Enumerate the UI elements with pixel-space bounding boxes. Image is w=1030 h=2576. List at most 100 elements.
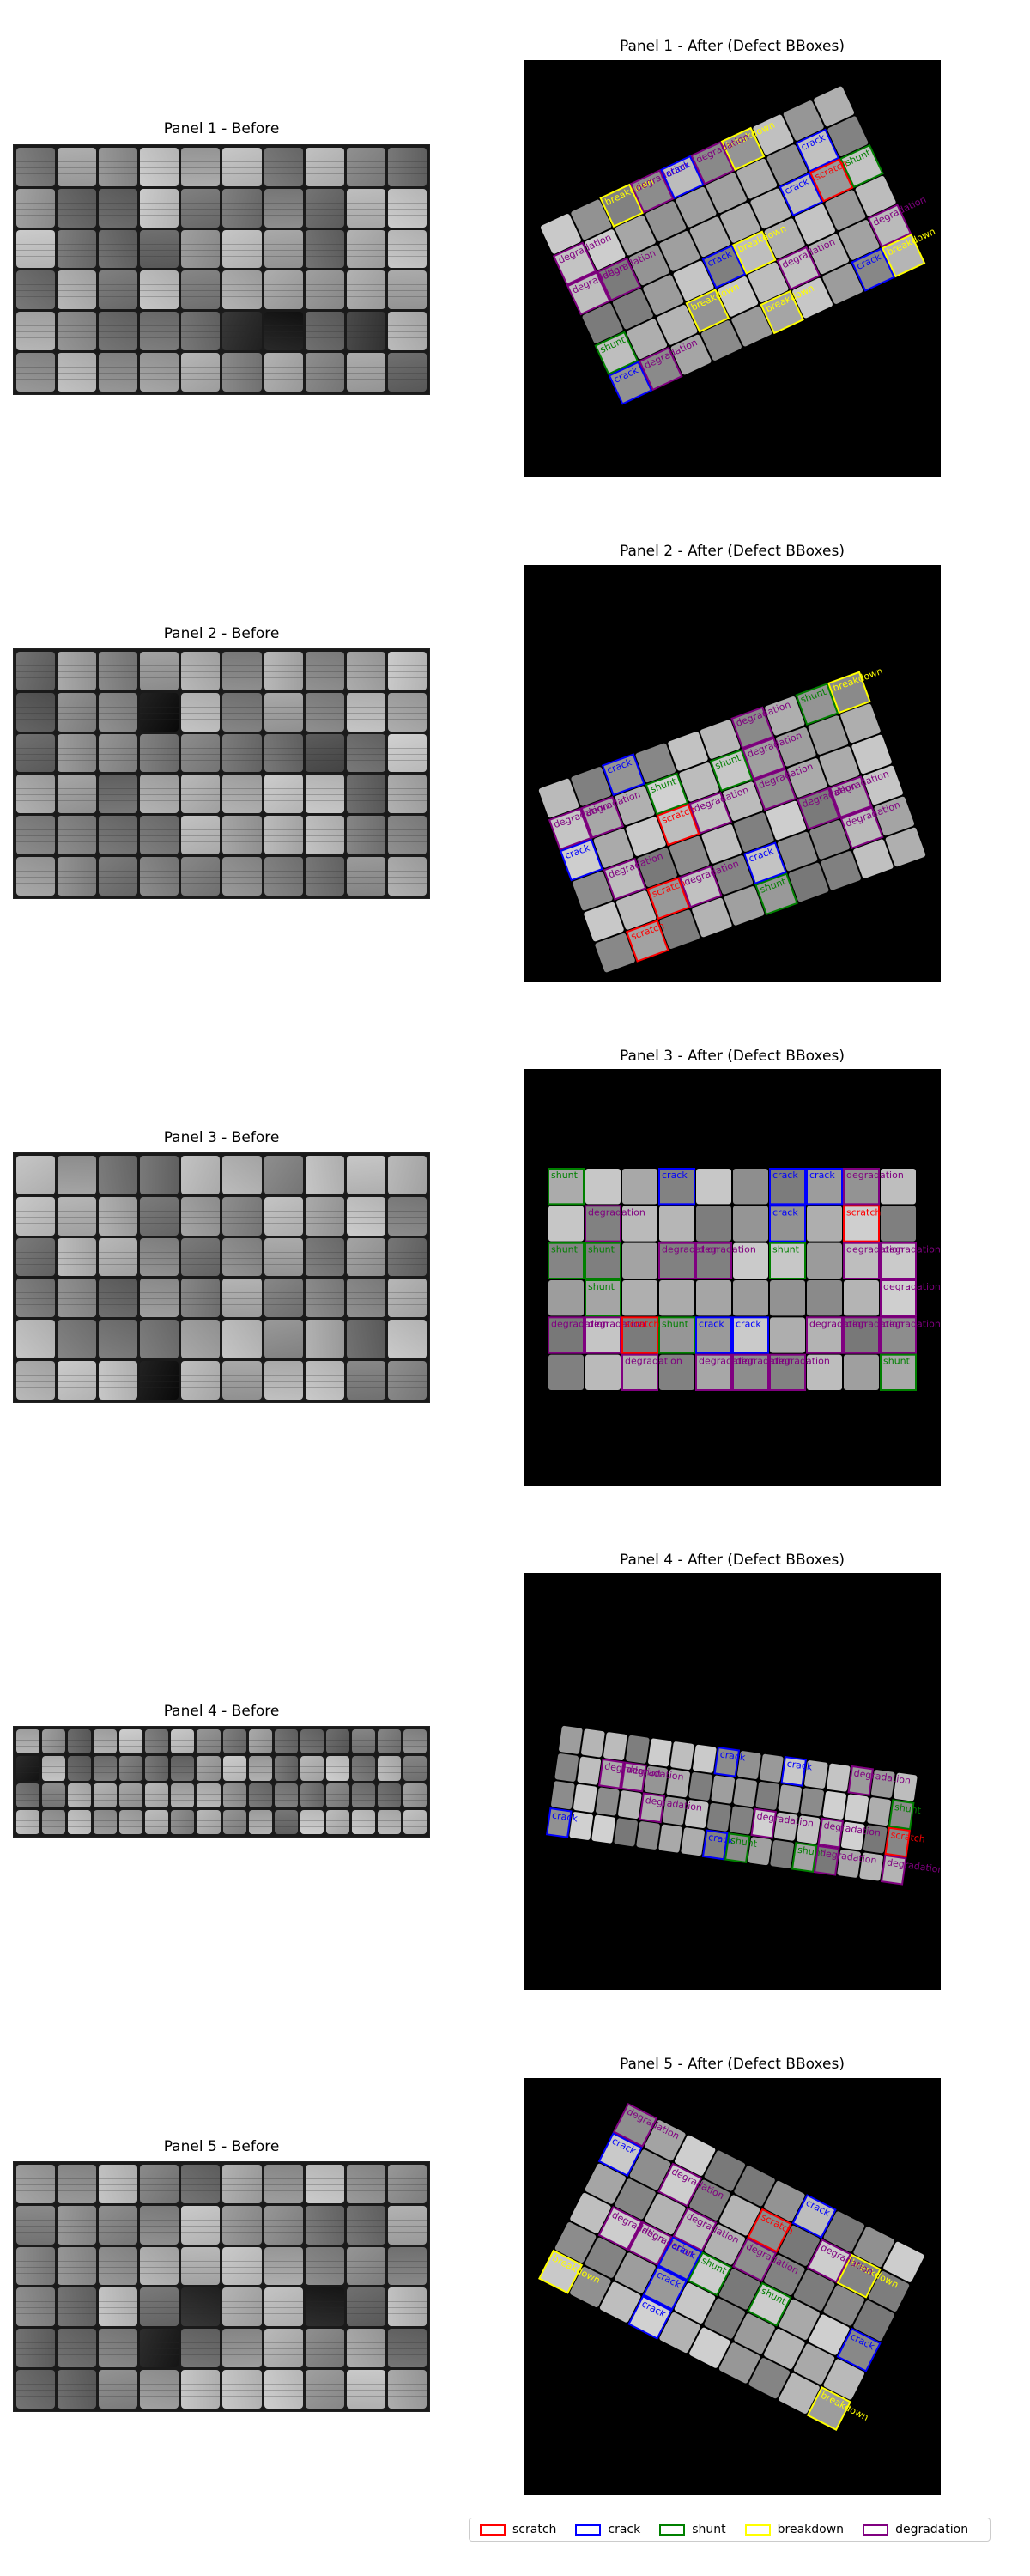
defect-bbox-degradation bbox=[639, 1792, 666, 1824]
solar-cell bbox=[825, 190, 866, 230]
solar-cell bbox=[140, 1237, 179, 1277]
solar-cell bbox=[725, 1833, 749, 1862]
solar-cell bbox=[346, 312, 385, 351]
solar-cell bbox=[807, 1280, 842, 1316]
solar-cell bbox=[547, 1808, 571, 1838]
solar-cell bbox=[264, 2205, 303, 2245]
legend-swatch-breakdown bbox=[744, 2524, 771, 2536]
solar-cell bbox=[58, 692, 97, 732]
solar-cell bbox=[197, 1809, 221, 1834]
solar-cell bbox=[140, 733, 179, 773]
solar-cell bbox=[885, 1828, 910, 1856]
defect-label-crack: crack bbox=[551, 1809, 579, 1824]
solar-cell bbox=[222, 2370, 262, 2409]
solar-cell bbox=[387, 692, 427, 732]
panel-5-after-title: Panel 5 - After (Defect BBoxes) bbox=[620, 2056, 845, 2073]
solar-cell bbox=[325, 1756, 349, 1781]
solar-cell bbox=[733, 1206, 768, 1242]
defect-label-degradation: degradation bbox=[883, 1281, 941, 1292]
defect-bbox-degradation bbox=[621, 1353, 658, 1391]
solar-cell bbox=[16, 1361, 56, 1400]
solar-cell bbox=[734, 2313, 775, 2354]
solar-cell bbox=[615, 786, 655, 825]
solar-cell bbox=[222, 353, 262, 392]
defect-bbox-scratch bbox=[646, 877, 691, 920]
solar-cell bbox=[264, 1361, 303, 1400]
defect-bbox-breakdown bbox=[538, 2249, 584, 2294]
solar-cell bbox=[346, 857, 385, 896]
solar-cell bbox=[58, 1237, 97, 1277]
solar-cell bbox=[585, 1280, 621, 1316]
solar-cell bbox=[99, 312, 138, 351]
legend-swatch-scratch bbox=[480, 2524, 506, 2536]
solar-cell bbox=[681, 866, 721, 907]
solar-cell bbox=[264, 270, 303, 310]
solar-cell bbox=[809, 820, 850, 860]
solar-cell bbox=[629, 2223, 671, 2264]
solar-cell bbox=[670, 1741, 694, 1770]
solar-cell bbox=[645, 2120, 686, 2161]
solar-cell bbox=[845, 1794, 869, 1823]
defect-bbox-degradation bbox=[552, 241, 597, 286]
solar-cell bbox=[16, 1809, 40, 1834]
legend-item-shunt: shunt bbox=[659, 2523, 726, 2537]
solar-cell bbox=[669, 835, 710, 876]
solar-cell bbox=[171, 1756, 195, 1781]
solar-cell bbox=[622, 1280, 657, 1316]
solar-cell bbox=[549, 809, 591, 849]
solar-cell bbox=[840, 703, 881, 744]
solar-cell bbox=[197, 1729, 221, 1754]
solar-cell bbox=[807, 1354, 842, 1390]
solar-cell bbox=[68, 1729, 92, 1754]
solar-cell bbox=[659, 1206, 694, 1242]
defect-bbox-degradation bbox=[776, 246, 821, 291]
defect-bbox-crack bbox=[713, 1746, 741, 1777]
solar-cell bbox=[755, 1781, 779, 1810]
solar-cell bbox=[387, 1279, 427, 1318]
panel-1-before-title: Panel 1 - Before bbox=[163, 120, 280, 137]
solar-cell bbox=[596, 1787, 620, 1816]
solar-cell bbox=[264, 733, 303, 773]
solar-cell bbox=[140, 2246, 179, 2286]
defect-label-crack: crack bbox=[699, 1318, 724, 1329]
solar-cell bbox=[140, 1279, 179, 1318]
solar-cell bbox=[800, 1788, 824, 1817]
solar-cell bbox=[570, 2266, 611, 2307]
solar-cell bbox=[181, 1279, 221, 1318]
solar-cell bbox=[827, 1763, 851, 1792]
solar-cell bbox=[94, 1729, 118, 1754]
defect-bbox-degradation bbox=[566, 271, 611, 316]
solar-cell bbox=[181, 148, 221, 186]
solar-cell bbox=[609, 362, 651, 404]
defect-bbox-shunt bbox=[594, 331, 639, 375]
solar-cell bbox=[585, 1317, 621, 1353]
solar-cell bbox=[732, 708, 772, 748]
solar-cell bbox=[811, 160, 852, 201]
defect-bbox-degradation bbox=[843, 1242, 880, 1279]
defect-bbox-degradation bbox=[548, 1316, 585, 1354]
solar-cell bbox=[761, 292, 803, 332]
defect-label-degradation: degradation bbox=[699, 1356, 756, 1367]
solar-cell bbox=[659, 231, 700, 271]
solar-cell bbox=[305, 2329, 344, 2368]
solar-cell bbox=[809, 2240, 850, 2281]
solar-cell bbox=[264, 692, 303, 732]
solar-cell bbox=[222, 1783, 246, 1807]
solar-cell bbox=[793, 2343, 835, 2385]
defect-bbox-degradation bbox=[732, 2237, 778, 2282]
solar-cell bbox=[16, 816, 56, 855]
solar-cell bbox=[748, 262, 789, 303]
solar-cell bbox=[883, 235, 924, 276]
solar-cell bbox=[662, 157, 703, 197]
solar-cell bbox=[222, 692, 262, 732]
defect-label-shunt: shunt bbox=[551, 1170, 579, 1181]
solar-cell bbox=[305, 692, 344, 732]
solar-cell bbox=[16, 1156, 56, 1194]
solar-cell bbox=[599, 1759, 624, 1789]
defect-bbox-degradation bbox=[678, 865, 723, 908]
defect-label-shunt: shunt bbox=[551, 1244, 579, 1255]
solar-cell bbox=[181, 229, 221, 269]
defect-bbox-degradation bbox=[742, 737, 786, 781]
solar-cell bbox=[618, 1790, 642, 1820]
solar-cell bbox=[346, 692, 385, 732]
